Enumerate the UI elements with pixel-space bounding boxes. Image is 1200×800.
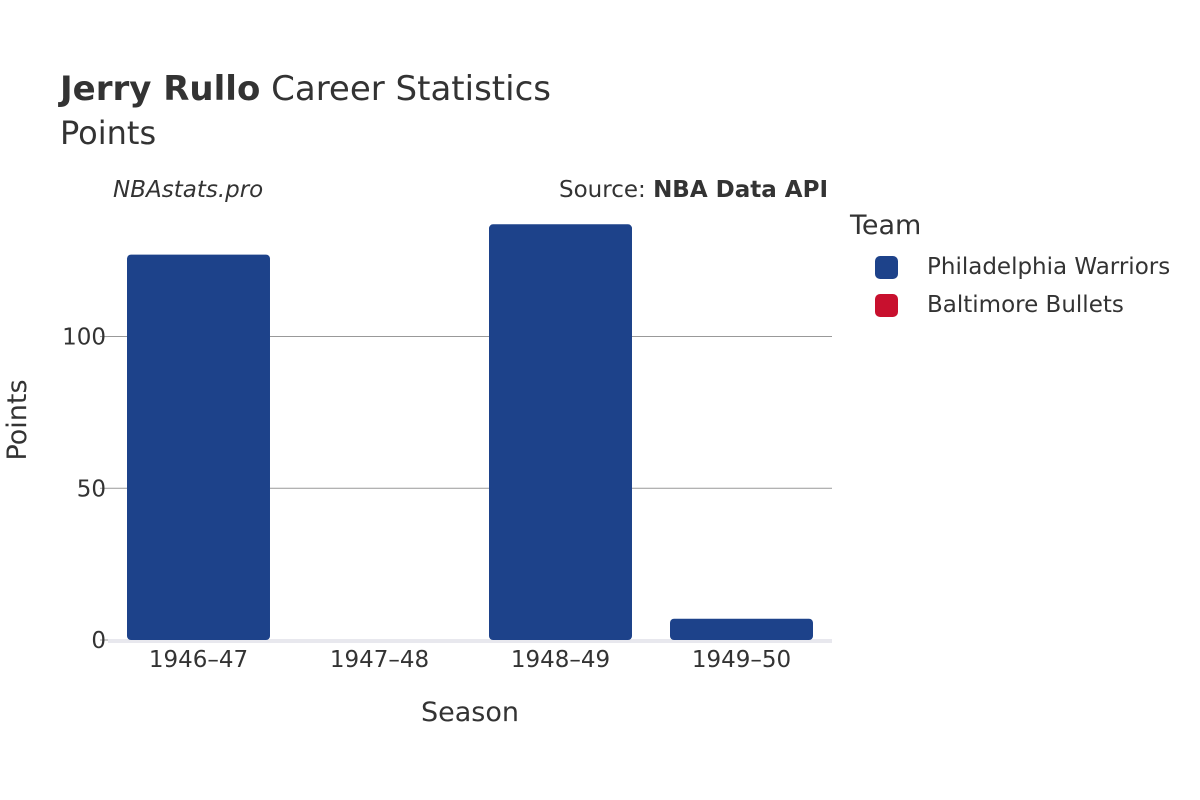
legend-swatch — [875, 255, 898, 279]
player-name: Jerry Rullo — [60, 69, 261, 109]
bar-1946–47[interactable] — [127, 254, 270, 640]
legend-label: Baltimore Bullets — [927, 292, 1124, 318]
watermark: NBAstats.pro — [113, 177, 264, 203]
legend-title: Team — [850, 210, 922, 241]
legend-item-philadelphia-warriors[interactable]: Philadelphia Warriors — [875, 253, 1170, 281]
y-tick-label: 100 — [62, 325, 106, 351]
x-tick-label: 1946–47 — [149, 647, 248, 673]
x-tick-label: 1949–50 — [692, 647, 791, 673]
bar-1948–49[interactable] — [489, 224, 632, 640]
x-tick-label: 1948–49 — [511, 647, 610, 673]
source-name: NBA Data API — [653, 177, 828, 203]
source-note: Source: NBA Data API — [559, 177, 828, 203]
bar-1949–50[interactable] — [670, 618, 813, 640]
x-axis-label: Season — [421, 697, 519, 728]
y-tick-label: 50 — [77, 476, 106, 502]
legend-label: Philadelphia Warriors — [927, 254, 1171, 280]
legend-swatch — [875, 293, 898, 317]
y-tick-labels: 0 50 100 — [62, 325, 106, 654]
bars — [127, 224, 813, 640]
x-tick-label: 1947–48 — [330, 647, 429, 673]
source-prefix: Source: — [559, 177, 646, 203]
chart-title: Jerry Rullo Career Statistics — [60, 68, 551, 110]
title-suffix: Career Statistics — [271, 69, 551, 109]
legend-item-baltimore-bullets[interactable]: Baltimore Bullets — [875, 291, 1124, 319]
y-tick-label: 0 — [91, 628, 106, 654]
x-tick-labels: 1946–47 1947–48 1948–49 1949–50 — [149, 647, 791, 673]
y-axis-label: Points — [2, 379, 33, 460]
chart-subtitle: Points — [60, 114, 157, 152]
